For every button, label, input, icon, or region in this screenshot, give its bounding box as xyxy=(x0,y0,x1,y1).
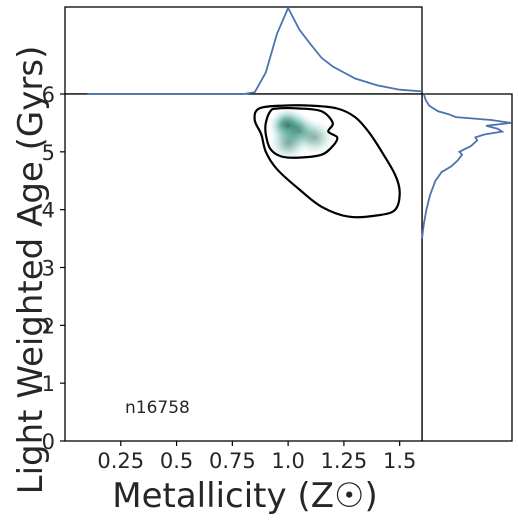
top-marginal-panel xyxy=(65,7,422,94)
x-tick-label: 0.75 xyxy=(209,449,256,473)
x-tick-label: 1.25 xyxy=(321,449,368,473)
x-axis-label: Metallicity (Z☉) xyxy=(112,476,377,516)
x-tick-label: 0.25 xyxy=(97,449,144,473)
x-tick-label: 1.0 xyxy=(271,449,304,473)
sample-id-annotation: n16758 xyxy=(125,398,190,418)
x-axis-ticks: 0.25 0.5 0.75 1.0 1.25 1.5 xyxy=(97,441,416,473)
right-marginal-panel xyxy=(422,94,512,441)
x-tick-label: 1.5 xyxy=(383,449,416,473)
main-plot-area xyxy=(65,94,422,441)
y-axis-label: Light Weighted Age (Gyrs) xyxy=(11,46,51,495)
x-tick-label: 0.5 xyxy=(160,449,193,473)
density-blob-3 xyxy=(268,125,308,162)
